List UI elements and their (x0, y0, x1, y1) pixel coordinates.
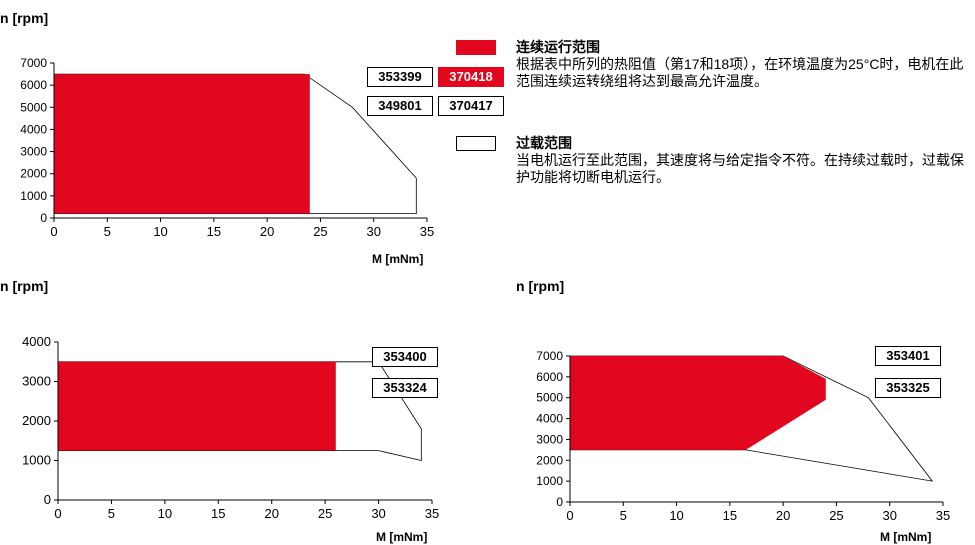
y-tick-label: 1000 (22, 453, 51, 468)
y-tick-label: 0 (556, 495, 563, 509)
x-tick-label: 10 (669, 508, 683, 523)
part-number-box: 353400 (372, 347, 438, 367)
continuous-legend-title: 连续运行范围 (516, 39, 600, 55)
x-tick-label: 5 (620, 508, 627, 523)
x-tick-label: 20 (264, 506, 278, 521)
overload-legend-swatch (456, 136, 496, 151)
chart3-ylabel: n [rpm] (516, 278, 565, 294)
y-tick-label: 4000 (20, 122, 47, 136)
x-tick-label: 15 (723, 508, 737, 523)
x-tick-label: 20 (776, 508, 790, 523)
x-tick-label: 25 (318, 506, 332, 521)
y-tick-label: 2000 (20, 167, 47, 181)
x-tick-label: 15 (211, 506, 225, 521)
y-tick-label: 6000 (536, 370, 563, 384)
y-tick-label: 3000 (22, 374, 51, 389)
continuous-region (54, 74, 310, 214)
x-tick-label: 35 (936, 508, 950, 523)
part-number-box-highlighted: 370418 (438, 67, 504, 87)
y-tick-label: 5000 (20, 100, 47, 114)
y-tick-label: 1000 (536, 474, 563, 488)
x-tick-label: 35 (425, 506, 439, 521)
continuous-legend-description: 根据表中所列的热阻值（第17和18项），在环境温度为25°C时，电机在此范围连续… (516, 56, 964, 89)
chart3-xlabel: M [mNm] (880, 530, 932, 544)
x-tick-label: 15 (207, 224, 221, 239)
y-tick-label: 3000 (536, 432, 563, 446)
x-tick-label: 20 (260, 224, 274, 239)
part-number-box: 353325 (875, 378, 941, 398)
chart1-ylabel: n [rpm] (0, 10, 49, 26)
x-tick-label: 25 (313, 224, 327, 239)
x-tick-label: 5 (104, 224, 111, 239)
chart2-xlabel: M [mNm] (376, 530, 428, 544)
y-tick-label: 3000 (20, 145, 47, 159)
y-tick-label: 7000 (536, 349, 563, 363)
y-tick-label: 2000 (22, 413, 51, 428)
y-tick-label: 0 (40, 211, 47, 225)
overload-legend-description: 当电机运行至此范围，其速度将与给定指令不符。在持续过载时，过载保护功能将切断电机… (516, 152, 964, 185)
y-tick-label: 1000 (20, 189, 47, 203)
continuous-region (570, 356, 826, 450)
x-tick-label: 10 (153, 224, 167, 239)
x-tick-label: 35 (420, 224, 434, 239)
x-tick-label: 0 (566, 508, 573, 523)
y-tick-label: 6000 (20, 78, 47, 92)
y-tick-label: 2000 (536, 453, 563, 467)
x-tick-label: 0 (54, 506, 61, 521)
overload-legend-title: 过载范围 (516, 135, 572, 151)
part-number-box: 353324 (372, 378, 438, 398)
part-number-box: 370417 (438, 96, 504, 116)
x-tick-label: 10 (158, 506, 172, 521)
part-number-box: 353399 (367, 67, 433, 87)
part-number-box: 353401 (875, 346, 941, 366)
y-tick-label: 0 (44, 492, 51, 507)
continuous-legend-swatch (456, 40, 496, 55)
x-tick-label: 25 (829, 508, 843, 523)
x-tick-label: 5 (108, 506, 115, 521)
x-tick-label: 30 (366, 224, 380, 239)
x-tick-label: 30 (371, 506, 385, 521)
continuous-region (58, 361, 336, 451)
chart2-ylabel: n [rpm] (0, 278, 49, 294)
x-tick-label: 0 (50, 224, 57, 239)
y-tick-label: 7000 (20, 56, 47, 70)
chart1-xlabel: M [mNm] (372, 252, 424, 266)
x-tick-label: 30 (882, 508, 896, 523)
part-number-box: 349801 (367, 96, 433, 116)
y-tick-label: 4000 (22, 334, 51, 349)
y-tick-label: 4000 (536, 412, 563, 426)
y-tick-label: 5000 (536, 391, 563, 405)
